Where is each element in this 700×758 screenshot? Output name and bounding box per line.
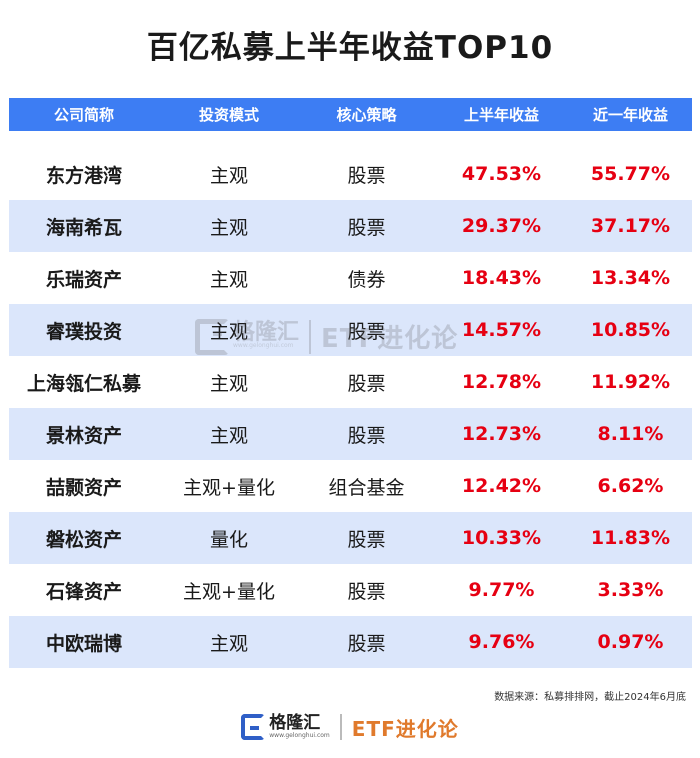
- investment-mode-cell: 量化: [209, 528, 248, 551]
- table-row: 睿璞投资 主观 股票 14.57% 10.85%: [9, 304, 692, 356]
- h1-return-cell: 12.73%: [461, 423, 542, 445]
- table-row: 乐瑞资产 主观 债券 18.43% 13.34%: [9, 252, 692, 304]
- company-name-cell: 上海瓴仁私募: [26, 372, 141, 395]
- h1-return-cell: 12.78%: [461, 371, 542, 393]
- one-year-return-cell: 8.11%: [597, 423, 664, 445]
- h1-return-cell: 29.37%: [461, 215, 542, 237]
- table-row: 上海瓴仁私募 主观 股票 12.78% 11.92%: [9, 356, 692, 408]
- investment-mode-cell: 主观: [209, 268, 248, 291]
- company-name-cell: 睿璞投资: [45, 320, 122, 343]
- brand-footer: 格隆汇 www.gelonghui.com ETF进化论: [0, 710, 700, 744]
- company-name-cell: 海南希瓦: [45, 216, 122, 239]
- strategy-cell: 股票: [347, 216, 386, 239]
- strategy-cell: 组合基金: [328, 476, 405, 499]
- strategy-cell: 股票: [347, 320, 386, 343]
- data-source-note: 数据来源：私募排排网，截止2024年6月底: [494, 692, 686, 703]
- company-name-cell: 东方港湾: [45, 164, 122, 187]
- strategy-cell: 股票: [347, 424, 386, 447]
- one-year-return-cell: 11.83%: [590, 527, 671, 549]
- table-row: 磐松资产 量化 股票 10.33% 11.83%: [9, 512, 692, 564]
- watermark-etf-text: ETF进化论: [321, 324, 459, 354]
- investment-mode-cell: 主观: [209, 424, 248, 447]
- table-header: 公司简称 投资模式 核心策略 上半年收益 近一年收益: [9, 98, 692, 131]
- company-name-cell: 石锋资产: [45, 580, 122, 603]
- brand-logo-text: 格隆汇: [269, 713, 321, 733]
- watermark: 格隆汇 www.gelonghui.com ETF进化论: [195, 318, 458, 355]
- company-name-cell: 乐瑞资产: [45, 268, 122, 291]
- returns-table: 公司简称 投资模式 核心策略 上半年收益 近一年收益 东方港湾 主观 股票 47.53% 55.…: [9, 98, 692, 668]
- one-year-return-cell: 37.17%: [590, 215, 671, 237]
- gelonghui-logo-icon: [241, 714, 266, 740]
- one-year-return-cell: 6.62%: [597, 475, 664, 497]
- h1-return-cell: 12.42%: [461, 475, 542, 497]
- one-year-return-cell: 55.77%: [590, 163, 671, 185]
- h1-return-cell: 18.43%: [461, 267, 542, 289]
- strategy-cell: 股票: [347, 528, 386, 551]
- company-name-cell: 景林资产: [45, 424, 122, 447]
- column-header: 核心策略: [336, 106, 397, 124]
- page-title: 百亿私募上半年收益TOP10: [146, 30, 554, 66]
- brand-logo-url: www.gelonghui.com: [269, 732, 330, 739]
- investment-mode-cell: 主观: [209, 372, 248, 395]
- column-header: 上半年收益: [463, 106, 539, 124]
- strategy-cell: 股票: [347, 580, 386, 603]
- table-row: 海南希瓦 主观 股票 29.37% 37.17%: [9, 200, 692, 252]
- table-row: 喆颢资产 主观+量化 组合基金 12.42% 6.62%: [9, 460, 692, 512]
- strategy-cell: 股票: [347, 372, 386, 395]
- investment-mode-cell: 主观+量化: [183, 580, 275, 603]
- strategy-cell: 股票: [347, 164, 386, 187]
- brand-separator: [339, 714, 342, 740]
- table-body: 东方港湾 主观 股票 47.53% 55.77% 海南希瓦 主观 股票 29.37% 37.17%…: [9, 148, 692, 668]
- table-row: 景林资产 主观 股票 12.73% 8.11%: [9, 408, 692, 460]
- one-year-return-cell: 10.85%: [590, 319, 671, 341]
- column-header: 近一年收益: [592, 106, 668, 124]
- h1-return-cell: 14.57%: [461, 319, 542, 341]
- one-year-return-cell: 0.97%: [597, 631, 664, 653]
- one-year-return-cell: 3.33%: [597, 579, 664, 601]
- h1-return-cell: 47.53%: [461, 163, 542, 185]
- brand-etf-text: ETF进化论: [351, 716, 459, 741]
- h1-return-cell: 10.33%: [461, 527, 542, 549]
- company-name-cell: 中欧瑞博: [45, 632, 122, 655]
- h1-return-cell: 9.77%: [468, 579, 535, 601]
- strategy-cell: 债券: [347, 268, 386, 291]
- table-row: 中欧瑞博 主观 股票 9.76% 0.97%: [9, 616, 692, 668]
- investment-mode-cell: 主观: [209, 216, 248, 239]
- company-name-cell: 磐松资产: [45, 528, 122, 551]
- investment-mode-cell: 主观+量化: [183, 476, 275, 499]
- h1-return-cell: 9.76%: [468, 631, 535, 653]
- table-row: 东方港湾 主观 股票 47.53% 55.77%: [9, 148, 692, 200]
- one-year-return-cell: 13.34%: [590, 267, 671, 289]
- investment-mode-cell: 主观: [209, 164, 248, 187]
- investment-mode-cell: 主观: [209, 320, 248, 343]
- gelonghui-logo-icon: [195, 318, 229, 355]
- investment-mode-cell: 主观: [209, 632, 248, 655]
- table-row: 石锋资产 主观+量化 股票 9.77% 3.33%: [9, 564, 692, 616]
- company-name-cell: 喆颢资产: [45, 476, 122, 499]
- column-header: 投资模式: [198, 106, 259, 124]
- strategy-cell: 股票: [347, 632, 386, 655]
- watermark-logo-text: 格隆汇: [233, 319, 300, 345]
- one-year-return-cell: 11.92%: [590, 371, 671, 393]
- column-header: 公司简称: [53, 106, 114, 124]
- watermark-logo-url: www.gelonghui.com: [233, 341, 294, 349]
